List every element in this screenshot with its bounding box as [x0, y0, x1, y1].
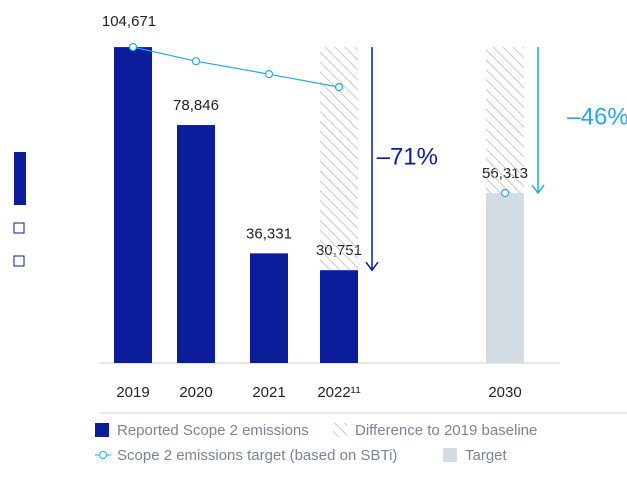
legend-label: Target — [465, 447, 508, 464]
side-decoration — [13, 255, 25, 267]
data-label: 104,671 — [102, 13, 156, 30]
x-tick-label: 2030 — [488, 384, 521, 401]
bar — [250, 253, 288, 363]
legend-swatch — [99, 451, 107, 459]
legend-swatch — [443, 448, 457, 462]
x-tick-label: 2020 — [179, 384, 212, 401]
target-point — [500, 188, 510, 198]
target-point — [128, 42, 138, 52]
annotation: –46% — [567, 103, 627, 130]
data-label: 36,331 — [246, 225, 292, 242]
hatch-bar — [320, 47, 358, 271]
legend-swatch — [333, 423, 347, 437]
legend-label: Scope 2 emissions target (based on SBTi) — [117, 447, 397, 464]
bar — [320, 270, 358, 363]
x-tick-label: 2022¹¹ — [317, 384, 360, 401]
side-decoration — [14, 152, 26, 205]
annotation: –71% — [377, 143, 438, 170]
target-point — [334, 83, 344, 92]
legend-swatch — [95, 423, 109, 437]
bar — [486, 193, 524, 363]
target-point — [191, 57, 201, 66]
side-decoration — [13, 222, 25, 234]
arrow-head — [365, 261, 379, 272]
arrow-head — [531, 184, 545, 195]
bar — [177, 125, 215, 363]
legend-label: Reported Scope 2 emissions — [117, 422, 309, 439]
x-tick-label: 2021 — [252, 384, 285, 401]
bar — [114, 47, 152, 363]
x-tick-label: 2019 — [116, 384, 149, 401]
hatch-bar — [486, 47, 524, 194]
data-label: 78,846 — [173, 97, 219, 114]
legend-label: Difference to 2019 baseline — [355, 422, 537, 439]
target-point — [264, 70, 274, 79]
